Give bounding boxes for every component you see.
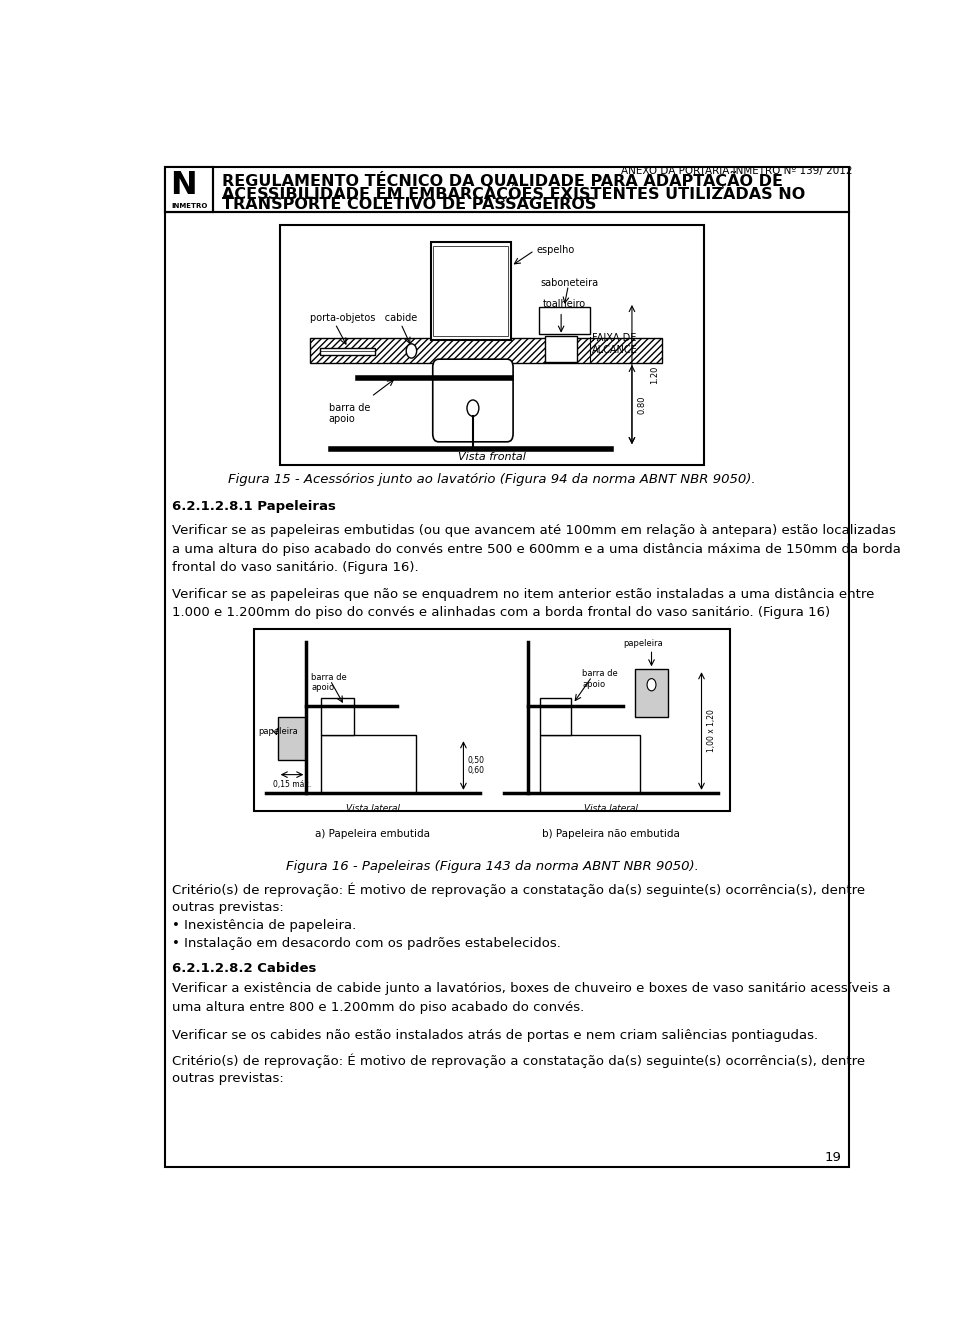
Text: 0.80: 0.80 (637, 395, 647, 413)
Text: 19: 19 (825, 1151, 842, 1163)
Text: Figura 16 - Papeleiras (Figura 143 da norma ABNT NBR 9050).: Figura 16 - Papeleiras (Figura 143 da no… (285, 860, 699, 873)
Text: 0,50
0,60: 0,50 0,60 (468, 755, 485, 775)
Text: 1,00 x 1,20: 1,00 x 1,20 (707, 710, 716, 753)
Text: barra de
apoio: barra de apoio (328, 403, 371, 424)
Bar (430, 242, 511, 341)
Text: ACESSIBILIDADE EM EMBARCAÇÕES EXISTENTES UTILIZADAS NO: ACESSIBILIDADE EM EMBARCAÇÕES EXISTENTES… (222, 184, 805, 203)
Text: 1.000 e 1.200mm do piso do convés e alinhadas com a borda frontal do vaso sanitá: 1.000 e 1.200mm do piso do convés e alin… (172, 606, 830, 619)
Text: 6.2.1.2.8.2 Cabides: 6.2.1.2.8.2 Cabides (172, 962, 317, 975)
Bar (321, 734, 416, 792)
Text: Verificar se as papeleiras embutidas (ou que avancem até 100mm em relação à ante: Verificar se as papeleiras embutidas (ou… (172, 525, 896, 537)
Text: toalheiro: toalheiro (543, 299, 586, 310)
Text: frontal do vaso sanitário. (Figura 16).: frontal do vaso sanitário. (Figura 16). (172, 560, 419, 574)
Bar (310, 338, 661, 363)
Text: Vista frontal: Vista frontal (458, 452, 526, 462)
Bar (277, 717, 306, 761)
Text: espelho: espelho (537, 245, 575, 256)
Text: Vista lateral: Vista lateral (346, 804, 400, 812)
Text: Verificar se os cabides não estão instalados atrás de portas e nem criam saliênc: Verificar se os cabides não estão instal… (172, 1030, 818, 1043)
Text: N: N (171, 170, 198, 201)
Text: porta-objetos   cabide: porta-objetos cabide (310, 313, 417, 322)
Text: a uma altura do piso acabado do convés entre 500 e 600mm e a uma distância máxim: a uma altura do piso acabado do convés e… (172, 543, 900, 555)
Text: INMETRO: INMETRO (171, 203, 207, 209)
FancyBboxPatch shape (433, 359, 513, 441)
Text: uma altura entre 800 e 1.200mm do piso acabado do convés.: uma altura entre 800 e 1.200mm do piso a… (172, 1000, 585, 1014)
Circle shape (467, 400, 479, 416)
Bar (545, 335, 577, 362)
Bar (280, 225, 704, 465)
Bar (434, 246, 508, 337)
Text: REGULAMENTO TÉCNICO DA QUALIDADE PARA ADAPTAÇÃO DE: REGULAMENTO TÉCNICO DA QUALIDADE PARA AD… (222, 171, 783, 189)
Text: FAIXA DE
ALCANCE: FAIXA DE ALCANCE (591, 333, 637, 355)
Text: a) Papeleira embutida: a) Papeleira embutida (316, 829, 430, 839)
Text: outras previstas:: outras previstas: (172, 1072, 284, 1085)
Bar (540, 698, 570, 734)
Circle shape (406, 343, 417, 358)
Bar (165, 167, 849, 212)
Text: outras previstas:: outras previstas: (172, 901, 284, 914)
Bar (635, 669, 668, 717)
Text: Critério(s) de reprovação: É motivo de reprovação a constatação da(s) seguinte(s: Critério(s) de reprovação: É motivo de r… (172, 882, 865, 897)
Bar (321, 698, 354, 734)
Text: TRANSPORTE COLETIVO DE PASSAGEIROS: TRANSPORTE COLETIVO DE PASSAGEIROS (222, 197, 596, 212)
Text: ANEXO DA PORTARIA INMETRO Nº 139/ 2012: ANEXO DA PORTARIA INMETRO Nº 139/ 2012 (621, 166, 852, 176)
Text: 0,15 máx.: 0,15 máx. (273, 779, 311, 788)
Text: b) Papeleira não embutida: b) Papeleira não embutida (542, 829, 680, 839)
Text: Critério(s) de reprovação: É motivo de reprovação a constatação da(s) seguinte(s: Critério(s) de reprovação: É motivo de r… (172, 1053, 865, 1068)
Text: Verificar se as papeleiras que não se enquadrem no item anterior estão instalada: Verificar se as papeleiras que não se en… (172, 587, 875, 600)
Text: Figura 15 - Acessórios junto ao lavatório (Figura 94 da norma ABNT NBR 9050).: Figura 15 - Acessórios junto ao lavatóri… (228, 473, 756, 486)
Text: saboneteira: saboneteira (540, 278, 599, 288)
Text: Vista lateral: Vista lateral (584, 804, 638, 812)
Text: papeleira: papeleira (623, 640, 662, 648)
Text: 6.2.1.2.8.1 Papeleiras: 6.2.1.2.8.1 Papeleiras (172, 500, 336, 513)
Text: barra de
apoio: barra de apoio (583, 669, 618, 689)
Text: Verificar a existência de cabide junto a lavatórios, boxes de chuveiro e boxes d: Verificar a existência de cabide junto a… (172, 982, 891, 995)
Bar (540, 734, 639, 792)
Text: • Instalação em desacordo com os padrões estabelecidos.: • Instalação em desacordo com os padrões… (172, 938, 561, 950)
Text: barra de
apoio: barra de apoio (311, 673, 347, 693)
Bar (539, 307, 589, 334)
Circle shape (647, 678, 656, 690)
Text: 1.20: 1.20 (650, 366, 659, 384)
Text: papeleira: papeleira (258, 726, 299, 735)
Bar (321, 347, 375, 355)
Bar (253, 629, 730, 811)
Text: • Inexistência de papeleira.: • Inexistência de papeleira. (172, 920, 356, 931)
Bar (165, 167, 213, 212)
